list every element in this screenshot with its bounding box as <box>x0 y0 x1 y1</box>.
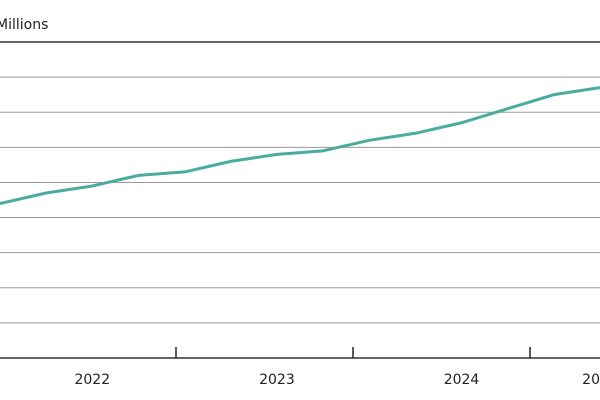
x-tick-label: 2022 <box>74 372 110 388</box>
year-ticks <box>175 347 531 358</box>
y-axis-label: Millions <box>0 17 48 33</box>
x-tick-label: 2025 <box>582 372 600 388</box>
x-tick-label: 2023 <box>259 372 295 388</box>
x-tick-label: 2024 <box>444 372 480 388</box>
line <box>0 86 600 205</box>
